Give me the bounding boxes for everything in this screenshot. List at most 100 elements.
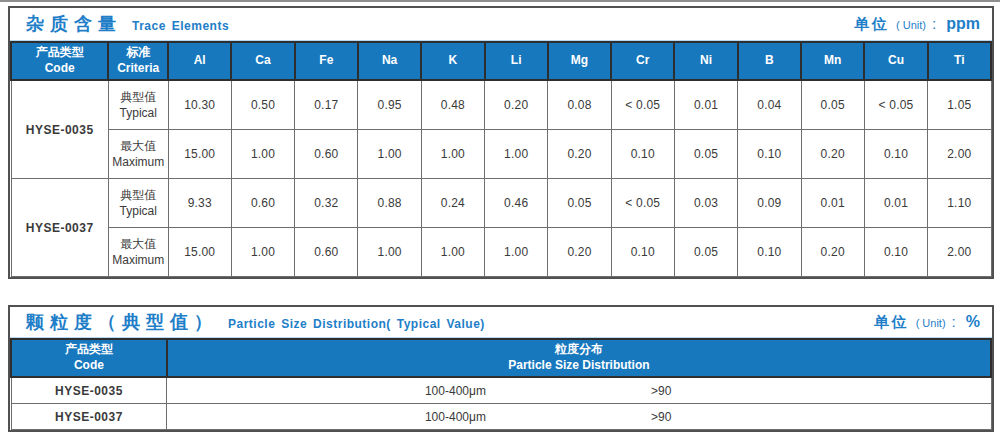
particle-title: 颗粒度（典型值） Particle Size Distribution( Typ… xyxy=(26,310,485,334)
value-cell: 0.05 xyxy=(548,179,611,228)
value-cell: 0.05 xyxy=(674,228,737,277)
criteria-zh: 典型值 xyxy=(109,89,168,105)
unit-colon: : xyxy=(932,15,936,32)
col-header-element-ti: Ti xyxy=(928,42,991,80)
col-header-element-cr: Cr xyxy=(611,42,674,80)
col-header-element-na: Na xyxy=(358,42,421,80)
col-header-code: 产品类型 Code xyxy=(11,339,167,377)
col-header-element-k: K xyxy=(421,42,484,80)
value-cell: 15.00 xyxy=(168,130,231,179)
particle-unit-label: 单位 ( Unit) : % xyxy=(874,313,980,332)
col-header-element-ca: Ca xyxy=(231,42,294,80)
col-header-element-al: Al xyxy=(168,42,231,80)
col-header-code: 产品类型 Code xyxy=(11,42,108,80)
value-cell: 0.01 xyxy=(864,179,927,228)
value-cell: 0.95 xyxy=(358,80,421,130)
table-row: HYSE-0037 典型值 Typical 9.33 0.60 0.32 0.8… xyxy=(11,179,991,228)
table-row: 最大值 Maximum 15.00 1.00 0.60 1.00 1.00 1.… xyxy=(11,228,991,277)
col-header-element-mn: Mn xyxy=(801,42,864,80)
particle-title-bar: 颗粒度（典型值） Particle Size Distribution( Typ… xyxy=(10,307,992,338)
value-cell: 1.00 xyxy=(231,130,294,179)
table-row: 最大值 Maximum 15.00 1.00 0.60 1.00 1.00 1.… xyxy=(11,130,991,179)
value-cell: 0.10 xyxy=(738,228,801,277)
value-cell: 0.10 xyxy=(864,228,927,277)
size-range: 100-400μm xyxy=(425,410,486,424)
trace-elements-table: 产品类型 Code 标准 Criteria Al Ca Fe Na K Li M… xyxy=(10,41,992,277)
value-cell: 0.05 xyxy=(674,130,737,179)
criteria-en: Maximum xyxy=(109,252,168,268)
value-cell: 0.08 xyxy=(548,80,611,130)
value-cell: 0.09 xyxy=(738,179,801,228)
value-cell: 1.00 xyxy=(485,130,548,179)
criteria-cell: 典型值 Typical xyxy=(108,179,168,228)
criteria-cell: 最大值 Maximum xyxy=(108,130,168,179)
unit-value: % xyxy=(966,313,980,331)
unit-value: ppm xyxy=(946,15,980,33)
unit-colon: : xyxy=(952,313,956,330)
value-cell: 2.00 xyxy=(928,228,991,277)
col-header-distribution-en: Particle Size Distribution xyxy=(168,358,990,374)
particle-size-panel: 颗粒度（典型值） Particle Size Distribution( Typ… xyxy=(8,305,994,432)
col-header-criteria: 标准 Criteria xyxy=(108,42,168,80)
particle-title-zh: 颗粒度（典型值） xyxy=(26,310,218,334)
criteria-cell: 典型值 Typical xyxy=(108,80,168,130)
table-row: HYSE-0035 100-400μm >90 xyxy=(11,377,991,404)
criteria-cell: 最大值 Maximum xyxy=(108,228,168,277)
value-cell: 10.30 xyxy=(168,80,231,130)
trace-title-en: Trace Elements xyxy=(132,19,229,33)
value-cell: < 0.05 xyxy=(864,80,927,130)
value-cell: 0.20 xyxy=(548,130,611,179)
trace-title-bar: 杂质含量 Trace Elements 单位 ( Unit) : ppm xyxy=(10,8,992,41)
col-header-distribution: 粒度分布 Particle Size Distribution xyxy=(167,339,991,377)
unit-zh: 单位 xyxy=(854,15,890,34)
product-code-cell: HYSE-0037 xyxy=(11,179,108,277)
table-row: HYSE-0037 100-400μm >90 xyxy=(11,404,991,430)
col-header-element-b: B xyxy=(738,42,801,80)
col-header-code-en: Code xyxy=(12,358,166,374)
product-code-cell: HYSE-0037 xyxy=(11,404,167,430)
col-header-code-zh: 产品类型 xyxy=(12,342,166,358)
col-header-element-mg: Mg xyxy=(548,42,611,80)
value-cell: 0.60 xyxy=(295,228,358,277)
value-cell: 0.48 xyxy=(421,80,484,130)
value-cell: 1.00 xyxy=(358,228,421,277)
value-cell: 0.10 xyxy=(611,228,674,277)
criteria-en: Typical xyxy=(109,105,168,121)
value-cell: 0.01 xyxy=(801,179,864,228)
value-cell: 1.00 xyxy=(231,228,294,277)
criteria-zh: 典型值 xyxy=(109,187,168,203)
product-code-cell: HYSE-0035 xyxy=(11,377,167,404)
value-cell: 0.20 xyxy=(485,80,548,130)
size-range: 100-400μm xyxy=(425,384,486,398)
value-cell: 0.20 xyxy=(801,228,864,277)
criteria-en: Typical xyxy=(109,203,168,219)
value-cell: 1.10 xyxy=(928,179,991,228)
col-header-element-li: Li xyxy=(485,42,548,80)
particle-title-en: Particle Size Distribution( Typical Valu… xyxy=(228,317,485,331)
unit-en: ( Unit) xyxy=(916,317,946,329)
trace-elements-panel: 杂质含量 Trace Elements 单位 ( Unit) : ppm xyxy=(8,6,994,279)
table-row: HYSE-0035 典型值 Typical 10.30 0.50 0.17 0.… xyxy=(11,80,991,130)
value-cell: 0.60 xyxy=(231,179,294,228)
distribution-cell: 100-400μm >90 xyxy=(167,377,991,404)
value-cell: < 0.05 xyxy=(611,179,674,228)
col-header-distribution-zh: 粒度分布 xyxy=(168,342,990,358)
value-cell: 0.50 xyxy=(231,80,294,130)
value-cell: 0.32 xyxy=(295,179,358,228)
col-header-criteria-zh: 标准 xyxy=(109,45,167,61)
col-header-element-cu: Cu xyxy=(864,42,927,80)
col-header-code-zh: 产品类型 xyxy=(12,45,107,61)
value-cell: 15.00 xyxy=(168,228,231,277)
value-cell: 1.00 xyxy=(421,228,484,277)
value-cell: 0.17 xyxy=(295,80,358,130)
value-cell: 0.60 xyxy=(295,130,358,179)
top-divider xyxy=(0,0,1000,2)
criteria-en: Maximum xyxy=(109,154,168,170)
value-cell: 0.46 xyxy=(485,179,548,228)
value-cell: 0.20 xyxy=(801,130,864,179)
distribution-cell: 100-400μm >90 xyxy=(167,404,991,430)
size-percentage: >90 xyxy=(651,410,671,424)
value-cell: 0.10 xyxy=(864,130,927,179)
value-cell: < 0.05 xyxy=(611,80,674,130)
value-cell: 1.05 xyxy=(928,80,991,130)
